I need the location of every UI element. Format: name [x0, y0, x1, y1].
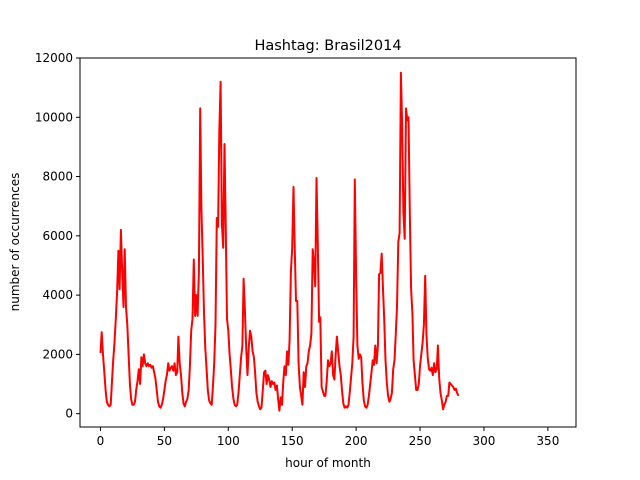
x-tick-label: 200 [345, 434, 368, 448]
x-tick-label: 300 [473, 434, 496, 448]
y-tick-label: 0 [65, 407, 73, 421]
x-axis: 0 50 100 150 200 250 300 350 [97, 427, 559, 448]
x-tick-label: 50 [157, 434, 172, 448]
y-axis: 0 2000 4000 6000 8000 10000 12000 [35, 51, 80, 421]
plot-area [99, 71, 460, 412]
axes-frame [79, 57, 577, 428]
y-tick-label: 6000 [42, 229, 73, 243]
series-line-0 [99, 71, 460, 412]
y-axis-label: number of occurrences [8, 173, 22, 312]
y-tick-label: 10000 [35, 110, 73, 124]
y-tick-label: 2000 [42, 347, 73, 361]
x-tick-label: 250 [409, 434, 432, 448]
x-tick-label: 150 [281, 434, 304, 448]
x-tick-label: 0 [97, 434, 105, 448]
x-tick-label: 350 [536, 434, 559, 448]
chart-title: Hashtag: Brasil2014 [254, 38, 401, 54]
y-tick-label: 8000 [42, 170, 73, 184]
x-tick-label: 100 [217, 434, 240, 448]
y-tick-label: 12000 [35, 51, 73, 65]
y-tick-label: 4000 [42, 288, 73, 302]
x-axis-label: hour of month [285, 456, 371, 470]
